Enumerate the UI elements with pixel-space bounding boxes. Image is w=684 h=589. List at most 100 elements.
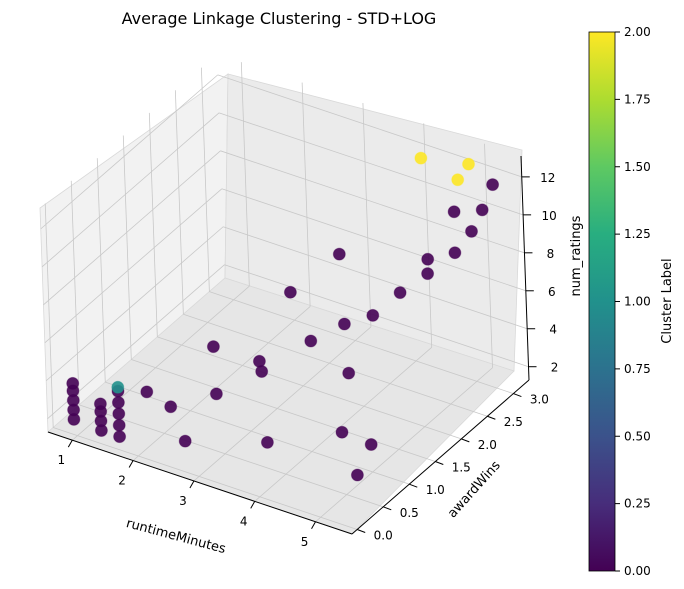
colorbar [588,31,616,572]
x-tick [311,521,316,530]
z-tick-label: 2 [551,361,559,375]
colorbar-tick-label: 2.00 [624,25,651,39]
y-tick-label: 1.0 [426,483,445,497]
data-point-cluster-0 [475,203,489,217]
data-point-cluster-0 [255,365,269,378]
grid-line-y-side [122,135,132,360]
grid-line-y-floor [209,291,514,394]
grid-line-x-floor [132,306,311,461]
data-point-cluster-0 [448,246,462,260]
x-tick-label: 5 [301,535,309,549]
grid-line-y-floor [131,359,436,462]
data-point-cluster-0 [364,438,378,451]
data-point-cluster-0 [206,340,220,354]
grid-line-z-side [45,226,224,382]
axis-lines [47,155,530,535]
data-point-cluster-0 [337,317,351,331]
data-point-cluster-0 [304,334,318,348]
colorbar-tick-label: 1.75 [624,92,651,106]
z-tick-label: 8 [547,247,555,261]
y-tick [357,529,366,533]
grid-line-x-back [484,143,493,368]
data-point-cluster-0 [111,396,125,409]
grid-line-z-side [41,112,220,268]
chart-title: Average Linkage Clustering - STD+LOG [122,9,437,28]
grid-line-x-floor [254,347,432,502]
grid-line-x-back [362,102,372,327]
x-tick-label: 1 [57,453,65,467]
grid-line-y-side [70,180,80,405]
data-point-cluster-1 [111,380,125,394]
x-axis-label: runtimeMinutes [125,516,228,557]
data-point-cluster-2 [451,173,465,187]
y-tick [487,415,496,420]
data-point-cluster-0 [421,267,435,281]
y-tick-label: 3.0 [530,393,549,407]
data-points [66,151,500,482]
data-point-cluster-0 [366,308,380,322]
y-axis-line [351,379,530,535]
z-tick-label: 6 [548,285,556,299]
grid-lines [40,62,529,530]
y-tick-label: 1.5 [452,461,471,475]
colorbar-tick-label: 1.25 [624,227,651,241]
grid-line-z-side [43,150,221,306]
colorbar-tick-label: 0.50 [624,429,651,443]
data-point-cluster-0 [140,385,154,399]
data-point-cluster-2 [462,157,475,171]
x-tick [189,480,195,489]
data-point-cluster-0 [486,178,500,192]
data-point-cluster-0 [112,407,126,421]
colorbar-tick-label: 0.25 [624,497,651,511]
y-tick [383,506,392,511]
grid-line-y-side [44,203,54,428]
grid-line-y-floor [79,404,384,508]
z-tick-label: 10 [541,209,556,223]
data-point-cluster-0 [93,397,107,411]
y-tick [435,461,444,465]
grid-line-x-back [240,62,250,287]
grid-line-y-floor [157,336,462,440]
z-tick-label: 4 [549,323,557,337]
x-tick [128,460,134,468]
z-axis-line [520,155,530,381]
grid-line-y-floor [53,427,358,530]
y-tick-label: 2.5 [504,415,523,429]
data-point-cluster-0 [335,425,349,439]
data-point-cluster-0 [393,286,407,300]
grid-line-x-back [301,82,311,307]
colorbar-tick-label: 1.50 [624,160,651,174]
grid-line-y-floor [183,313,488,417]
data-point-cluster-2 [414,151,428,165]
data-point-cluster-0 [178,434,192,448]
y-tick-label: 0.5 [400,506,419,520]
z-tick-label: 12 [540,171,555,185]
x-tick-label: 3 [179,494,187,508]
y-tick [513,393,522,398]
colorbar-tick-label: 0.75 [624,362,651,376]
grid-line-y-floor [105,381,410,485]
x-tick [250,501,256,509]
data-point-cluster-0 [164,400,178,414]
grid-line-y-side [148,112,158,337]
data-point-cluster-0 [332,247,346,261]
grid-line-x-floor [315,367,493,523]
grid-line-z-back [223,226,528,330]
y-tick-label: 2.0 [478,438,497,452]
grid-line-z-side [44,188,223,344]
data-point-cluster-0 [447,205,461,219]
grid-line-z-side [40,74,219,230]
x-tick-label: 4 [240,514,248,528]
data-point-cluster-0 [350,468,364,482]
grid-line-z-back [218,112,524,216]
y-tick-label: 0.0 [374,528,393,542]
x-tick-label: 2 [118,474,126,488]
grid-line-y-side [174,90,184,315]
data-point-cluster-0 [421,252,435,266]
z-axis-label: num_ratings [569,215,584,296]
colorbar-tick-label: 1.00 [624,295,651,309]
colorbar-tick-label: 0.00 [624,564,651,578]
grid-line-y-side [96,158,106,383]
